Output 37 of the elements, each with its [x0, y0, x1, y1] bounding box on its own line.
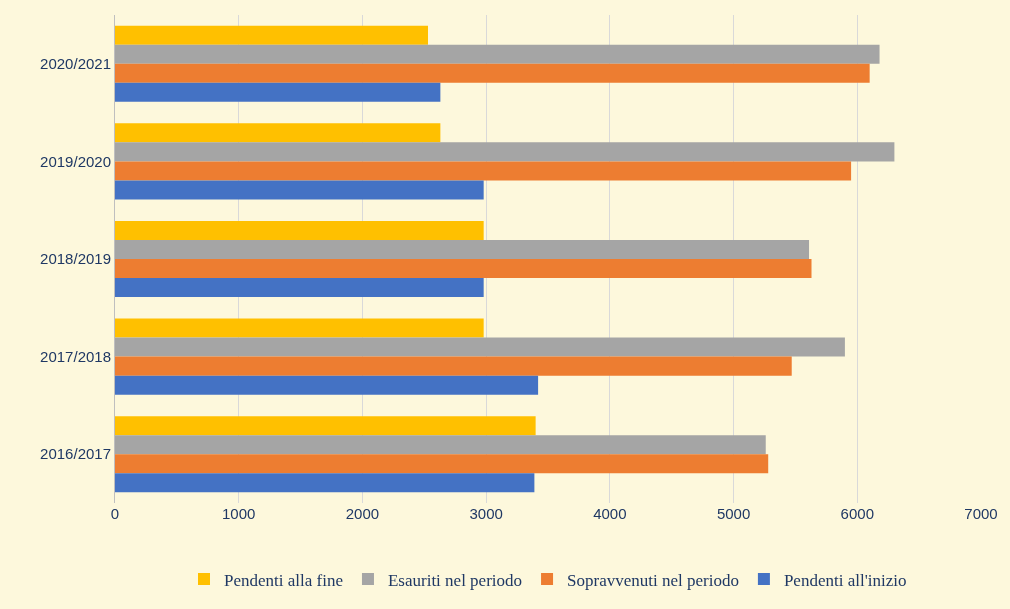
bar [115, 82, 441, 102]
bar [115, 278, 484, 298]
x-tick-label: 7000 [964, 505, 998, 522]
y-tick-label: 2016/2017 [40, 445, 111, 463]
bar [115, 337, 845, 357]
bar [115, 44, 880, 64]
x-tick-label: 2000 [345, 505, 380, 522]
bar [115, 435, 766, 455]
legend-label: Pendenti alla fine [224, 570, 343, 590]
bar [115, 473, 535, 493]
x-tick-label: 4000 [593, 505, 627, 522]
legend-label: Sopravvenuti nel periodo [567, 570, 739, 590]
x-tick-label: 3000 [469, 505, 503, 522]
x-tick-label: 0 [110, 505, 120, 522]
bar [115, 142, 895, 162]
y-tick-label: 2018/2019 [40, 250, 111, 268]
bar [115, 239, 810, 259]
bar [115, 356, 792, 376]
bar [115, 375, 539, 395]
bar [115, 416, 536, 436]
bar [115, 259, 812, 279]
bar [115, 25, 428, 45]
legend-label: Esauriti nel periodo [387, 570, 523, 590]
bar [115, 161, 852, 181]
bar [115, 63, 870, 83]
bar [115, 123, 441, 143]
x-tick-label: 5000 [716, 505, 751, 522]
x-tick-label: 6000 [840, 505, 874, 522]
x-tick-label: 1000 [222, 505, 256, 522]
legend-label: Pendenti all'inizio [783, 570, 907, 590]
y-tick-label: 2019/2020 [40, 152, 111, 170]
bar [115, 220, 484, 240]
bar [115, 454, 769, 474]
bar [115, 180, 484, 200]
y-tick-label: 2017/2018 [40, 347, 111, 365]
bar [115, 318, 484, 338]
y-tick-label: 2020/2021 [40, 55, 111, 73]
